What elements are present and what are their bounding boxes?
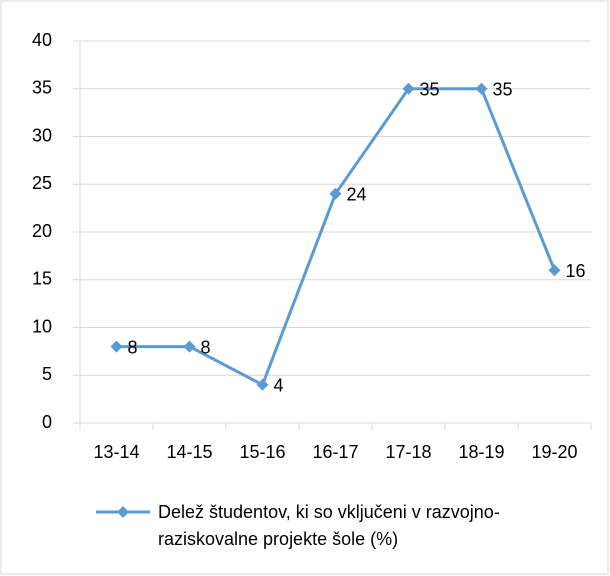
- data-label: 4: [274, 376, 284, 396]
- x-tick-label: 19-20: [531, 442, 577, 462]
- data-point: [329, 187, 342, 200]
- data-point: [183, 340, 196, 353]
- x-tick-label: 14-15: [166, 442, 212, 462]
- data-point: [402, 82, 415, 95]
- y-tick-label: 25: [32, 173, 52, 193]
- x-tick-label: 18-19: [458, 442, 504, 462]
- x-tick-label: 17-18: [385, 442, 431, 462]
- data-point: [548, 264, 561, 277]
- data-label: 24: [347, 185, 367, 205]
- y-tick-label: 0: [42, 412, 52, 432]
- y-tick-label: 5: [42, 364, 52, 384]
- x-tick-label: 15-16: [239, 442, 285, 462]
- data-point: [110, 340, 123, 353]
- data-label: 8: [201, 337, 211, 357]
- legend-marker: [117, 506, 129, 518]
- data-point: [256, 378, 269, 391]
- y-tick-label: 40: [32, 30, 52, 50]
- data-label: 8: [128, 337, 138, 357]
- data-label: 35: [420, 80, 440, 100]
- x-tick-label: 13-14: [93, 442, 139, 462]
- y-tick-label: 30: [32, 125, 52, 145]
- data-label: 35: [493, 80, 513, 100]
- y-tick-label: 20: [32, 221, 52, 241]
- x-tick-label: 16-17: [312, 442, 358, 462]
- y-tick-label: 35: [32, 78, 52, 98]
- data-point: [475, 82, 488, 95]
- data-label: 16: [566, 261, 586, 281]
- y-tick-label: 15: [32, 269, 52, 289]
- legend-label: Delež študentov, ki so vključeni v razvo…: [158, 502, 500, 549]
- y-tick-label: 10: [32, 316, 52, 336]
